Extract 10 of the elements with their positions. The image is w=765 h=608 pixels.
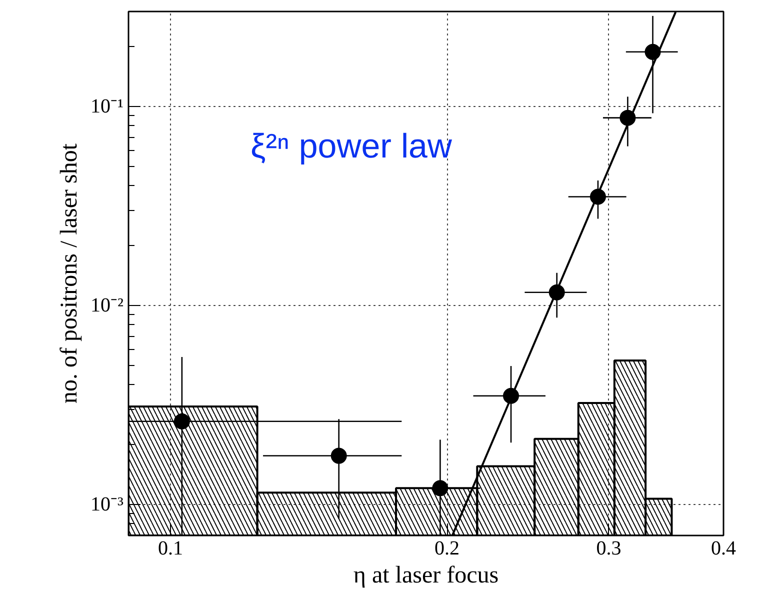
x-axis-title: η at laser focus: [353, 562, 499, 588]
y-tick-label: 10⁻¹: [90, 95, 124, 118]
x-tick-label: 0.3: [596, 538, 622, 560]
y-tick-label: 10⁻³: [90, 494, 124, 516]
annotation: ξ²ⁿ power law: [250, 128, 452, 166]
y-axis-title: no. of positrons / laser shot: [56, 143, 83, 404]
x-tick-label: 0.1: [158, 538, 184, 560]
y-tick-label: 10⁻²: [90, 294, 124, 317]
x-tick-label: 0.2: [434, 538, 460, 560]
x-tick-label: 0.4: [711, 538, 736, 560]
